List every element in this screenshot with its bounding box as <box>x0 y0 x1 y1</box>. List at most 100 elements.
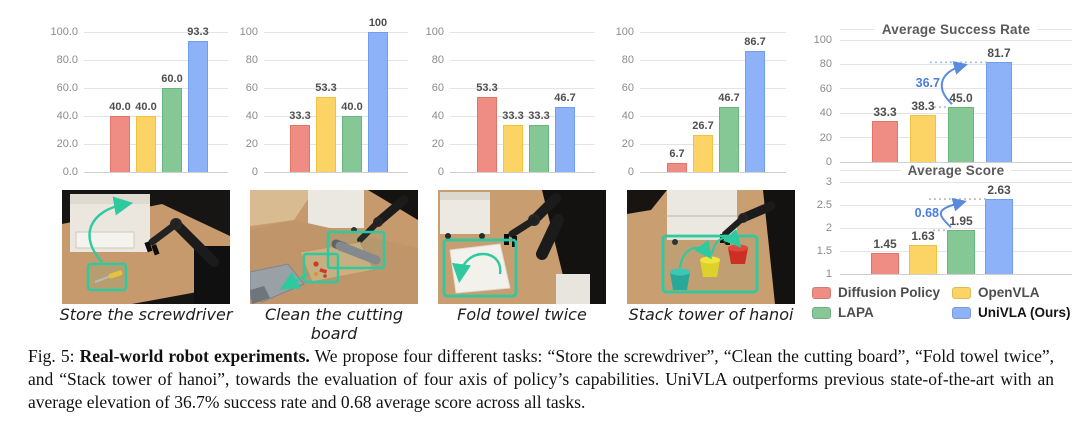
gridline-stack-tower-of-hanoi <box>640 87 786 89</box>
gridline-average-score <box>840 204 1072 206</box>
ytick-average-score: 3 <box>825 176 832 188</box>
bar-univla-ours-store-the-screwdriver <box>188 41 208 172</box>
bar-value-openvla-fold-towel-twice: 33.3 <box>502 110 524 123</box>
bar-lapa-stack-tower-of-hanoi <box>719 106 739 172</box>
ytick-clean-the-cutting-board: 20 <box>245 138 258 150</box>
gridline-average-success-rate <box>840 63 1072 65</box>
gripper-finger <box>151 244 160 256</box>
robot-scene-store-screwdriver <box>62 190 230 304</box>
photo-caption-fold-towel-twice: Fold towel twice <box>457 305 587 324</box>
bar-value-lapa-fold-towel-twice: 33.3 <box>528 110 550 123</box>
ytick-stack-tower-of-hanoi: 20 <box>621 138 634 150</box>
stack-arrow <box>678 239 712 269</box>
gridline-average-score <box>840 273 1072 275</box>
ytick-clean-the-cutting-board: 0 <box>251 166 258 178</box>
ytick-average-success-rate: 80 <box>819 58 832 71</box>
bar-value-diffusion-policy-fold-towel-twice: 53.3 <box>476 82 498 95</box>
annotation-value-average-success-rate: 36.7 <box>915 75 940 90</box>
bar-value-openvla-average-success-rate: 38.3 <box>911 99 935 114</box>
legend-swatch-diffusion-policy <box>812 286 831 299</box>
bar-value-lapa-stack-tower-of-hanoi: 46.7 <box>718 91 740 104</box>
photo-clean-the-cutting-board <box>250 190 418 304</box>
gridline-clean-the-cutting-board <box>264 171 408 173</box>
bar-openvla-average-score <box>909 245 937 274</box>
debris <box>323 274 327 278</box>
bar-value-openvla-stack-tower-of-hanoi: 26.7 <box>692 119 714 132</box>
gripper-finger <box>144 241 153 253</box>
bar-value-openvla-average-score: 1.63 <box>911 229 935 244</box>
ytick-average-score: 2.5 <box>816 199 832 211</box>
gridline-fold-towel-twice <box>450 59 595 61</box>
chart-title-average-score: Average Score <box>840 163 1072 178</box>
bar-diffusion-policy-stack-tower-of-hanoi <box>667 162 687 172</box>
gridline-clean-the-cutting-board <box>264 87 408 89</box>
ytick-average-score: 2 <box>825 222 832 234</box>
legend-label-openvla: OpenVLA <box>978 285 1040 300</box>
bar-lapa-clean-the-cutting-board <box>342 116 362 172</box>
bar-lapa-fold-towel-twice <box>529 125 549 172</box>
debris <box>319 268 328 274</box>
robot-arm-body <box>536 214 564 260</box>
gridline-store-the-screwdriver <box>84 171 228 173</box>
screwdriver-handle <box>108 270 123 279</box>
bar-value-openvla-clean-the-cutting-board: 53.3 <box>315 82 337 95</box>
gridline-store-the-screwdriver <box>84 115 228 117</box>
bar-value-univla-ours-average-success-rate: 81.7 <box>987 46 1011 61</box>
bar-lapa-average-success-rate <box>948 107 974 162</box>
ytick-stack-tower-of-hanoi: 60 <box>621 82 634 94</box>
drawer-cabinet <box>308 190 364 228</box>
ytick-clean-the-cutting-board: 100 <box>239 26 258 38</box>
ytick-stack-tower-of-hanoi: 80 <box>621 54 634 66</box>
ytick-fold-towel-twice: 60 <box>431 82 444 94</box>
legend-item-openvla: OpenVLA <box>952 285 1071 300</box>
gridline-store-the-screwdriver <box>84 87 228 89</box>
bar-univla-ours-fold-towel-twice <box>555 106 575 172</box>
photo-caption-store-the-screwdriver: Store the screwdriver <box>59 305 233 324</box>
bar-value-lapa-clean-the-cutting-board: 40.0 <box>341 101 363 113</box>
cabinet-wheel <box>672 239 678 245</box>
bar-univla-ours-stack-tower-of-hanoi <box>745 50 765 172</box>
annotation-value-average-score: 0.68 <box>914 205 939 220</box>
gridline-stack-tower-of-hanoi <box>640 171 786 173</box>
robot-arm-upper <box>738 201 776 223</box>
robot-arm-upper <box>373 195 409 227</box>
bar-diffusion-policy-store-the-screwdriver <box>110 116 130 172</box>
bar-univla-ours-clean-the-cutting-board <box>368 32 388 172</box>
bar-value-univla-ours-store-the-screwdriver: 93.3 <box>187 26 209 39</box>
photo-caption-clean-the-cutting-board: Clean the cutting board <box>264 305 404 343</box>
robot-arm-lower <box>508 216 538 238</box>
ytick-store-the-screwdriver: 0.0 <box>62 166 78 178</box>
ytick-store-the-screwdriver: 60.0 <box>56 82 78 94</box>
ytick-stack-tower-of-hanoi: 100 <box>615 26 634 38</box>
bar-value-diffusion-policy-clean-the-cutting-board: 33.3 <box>289 110 311 123</box>
chart-title-average-success-rate: Average Success Rate <box>840 22 1072 37</box>
chart-title-text: Average Score <box>907 163 1005 178</box>
robot-arm-upper <box>171 219 219 267</box>
figure-caption-bold: Real-world robot experiments. <box>79 346 310 366</box>
figure-caption-body: We propose four different tasks: “Store … <box>28 346 1055 412</box>
debris <box>314 272 318 276</box>
bar-lapa-store-the-screwdriver <box>162 88 182 172</box>
ytick-average-success-rate: 0 <box>825 156 832 168</box>
screwdriver-shaft <box>94 275 112 283</box>
ytick-store-the-screwdriver: 40.0 <box>56 110 78 122</box>
ytick-store-the-screwdriver: 100.0 <box>50 26 78 38</box>
gridline-stack-tower-of-hanoi <box>640 59 786 61</box>
ytick-average-success-rate: 100 <box>813 34 832 46</box>
cabinet-top <box>70 194 150 204</box>
bar-diffusion-policy-average-score <box>871 253 899 274</box>
ytick-stack-tower-of-hanoi: 40 <box>621 110 634 122</box>
gridline-store-the-screwdriver <box>84 31 228 33</box>
bar-univla-ours-average-success-rate <box>986 62 1012 162</box>
teal-cup-rim <box>670 268 690 276</box>
legend-item-univla: UniVLA (Ours) <box>952 305 1071 320</box>
ytick-average-score: 1.5 <box>816 245 832 257</box>
photo-stack-tower-of-hanoi <box>627 190 795 304</box>
yellow-cup-rim <box>700 256 720 264</box>
gridline-fold-towel-twice <box>450 115 595 117</box>
gridline-stack-tower-of-hanoi <box>640 115 786 117</box>
highlight-box-towel <box>442 238 518 298</box>
yellow-cup <box>700 260 720 277</box>
figure-label: Fig. 5: <box>28 346 75 366</box>
